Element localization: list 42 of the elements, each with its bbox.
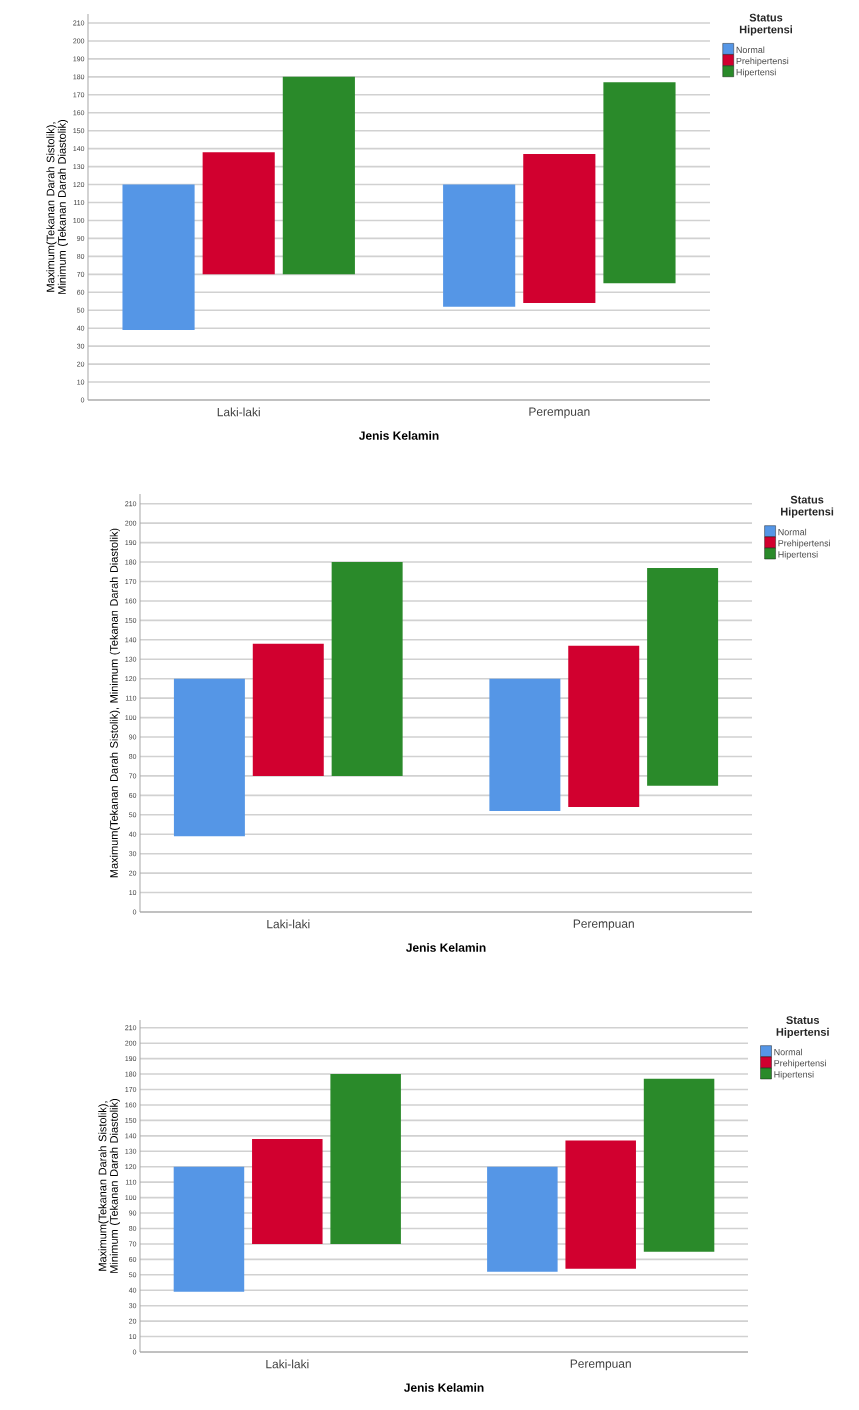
legend-title: Status Hipertensi <box>739 13 792 36</box>
bar <box>568 645 640 808</box>
legend-label: Prehipertensi <box>778 539 830 549</box>
x-tick-label: Laki-laki <box>266 1359 309 1369</box>
bar <box>603 82 676 284</box>
bar <box>647 567 719 786</box>
x-axis-title: Jenis Kelamin <box>403 1383 484 1392</box>
legend-label: Normal <box>736 46 765 54</box>
bar <box>330 1074 401 1244</box>
bar <box>202 152 275 275</box>
bar <box>331 562 403 776</box>
bar <box>643 1078 715 1252</box>
bar <box>252 643 324 776</box>
bar <box>443 184 516 307</box>
bar <box>282 76 355 275</box>
legend-title: Status Hipertensi <box>781 495 834 518</box>
x-tick-label: Laki-laki <box>267 919 310 929</box>
bar <box>487 1166 558 1272</box>
legend-label: Hipertensi <box>778 551 818 560</box>
legend-label: Prehipertensi <box>774 1059 826 1069</box>
x-tick-label: Perempuan <box>529 407 590 419</box>
bar <box>252 1138 323 1244</box>
bar <box>173 678 245 837</box>
x-axis-title: Jenis Kelamin <box>358 431 439 440</box>
legend-title: Status Hipertensi <box>776 1016 829 1039</box>
y-axis-title: Maximum(Tekanan Darah Sistolik), Minimum (Tekanan Darah Diastolik) <box>98 1099 120 1273</box>
bar <box>489 678 561 811</box>
x-axis-title: Jenis Kelamin <box>405 943 486 952</box>
x-tick-label: Perempuan <box>573 919 634 931</box>
bar <box>173 1166 245 1292</box>
legend-label: Normal <box>778 528 807 536</box>
legend-label: Prehipertensi <box>736 57 789 66</box>
legend-label: Hipertensi <box>736 68 776 78</box>
legend-label: Normal <box>774 1048 802 1056</box>
bar <box>523 154 596 304</box>
x-tick-label: Perempuan <box>570 1359 631 1371</box>
bar <box>122 184 195 330</box>
bar <box>565 1140 636 1269</box>
x-tick-label: Laki-laki <box>217 407 260 417</box>
y-axis-title: Maximum(Tekanan Darah Sistolik), Minimum (Tekanan Darah Diastolik) <box>109 528 120 878</box>
legend-label: Hipertensi <box>774 1071 814 1080</box>
y-axis-title: Maximum(Tekanan Darah Sistolik), Minimum (Tekanan Darah Diastolik) <box>46 120 68 294</box>
